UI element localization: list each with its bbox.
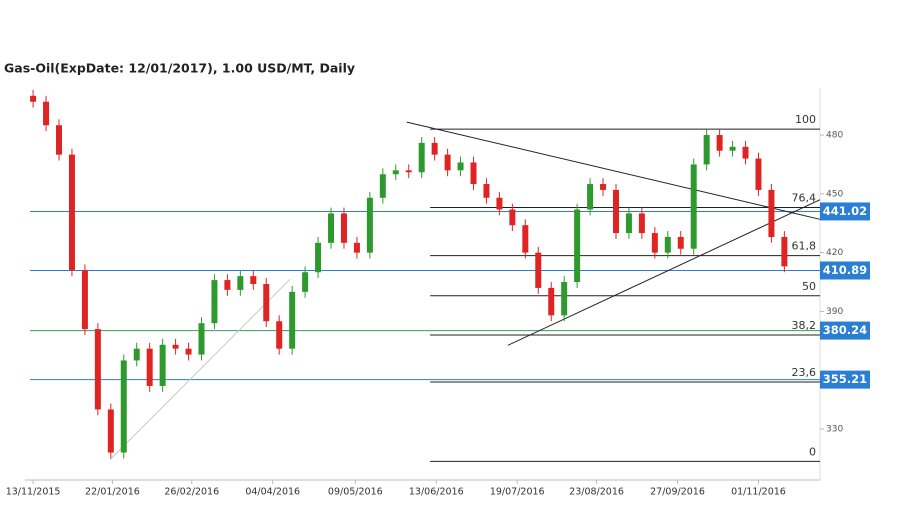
- candle-body: [457, 162, 464, 171]
- fib-label: 38,2: [792, 319, 817, 332]
- candle-body: [600, 184, 607, 190]
- price-label-box: [820, 321, 870, 340]
- candle-body: [30, 95, 37, 102]
- candle-body: [133, 348, 140, 361]
- x-tick-label: 27/09/2016: [650, 487, 705, 498]
- candle-body: [379, 174, 386, 198]
- candle-body: [328, 213, 335, 243]
- candle-body: [677, 236, 684, 249]
- candle-body: [250, 276, 257, 284]
- candle-body: [431, 142, 438, 155]
- y-tick-label: 390: [826, 307, 843, 317]
- candle-body: [159, 344, 166, 386]
- price-label: 380.24: [823, 323, 867, 337]
- candle-body: [651, 233, 658, 253]
- candle-body: [43, 101, 50, 126]
- price-label: 441.02: [823, 204, 867, 218]
- fib-label: 61,8: [792, 240, 817, 253]
- fib-label: 50: [802, 280, 816, 293]
- x-tick-label: 19/07/2016: [490, 487, 545, 498]
- candle-body: [366, 197, 373, 253]
- candle-body: [587, 184, 594, 210]
- candle-body: [470, 162, 477, 185]
- x-tick-label: 23/08/2016: [569, 487, 624, 498]
- candle-body: [94, 329, 101, 410]
- candle-body: [742, 146, 749, 159]
- candle-body: [107, 409, 114, 453]
- candle-body: [146, 348, 153, 386]
- candle-body: [211, 280, 218, 324]
- price-label-box: [820, 370, 870, 389]
- candle-body: [185, 348, 192, 355]
- chart-title: Gas-Oil(ExpDate: 12/01/2017), 1.00 USD/M…: [4, 61, 355, 76]
- candle-body: [574, 209, 581, 283]
- price-label: 355.21: [823, 372, 867, 386]
- candle-body: [716, 135, 723, 151]
- candle-body: [224, 280, 231, 290]
- x-tick-label: 13/11/2015: [6, 487, 61, 498]
- candle-body: [483, 184, 490, 198]
- y-tick-label: 450: [826, 189, 843, 199]
- fib-label: 76,4: [792, 192, 817, 205]
- candle-body: [405, 170, 412, 173]
- candle-body: [392, 170, 399, 175]
- candle-body: [755, 158, 762, 190]
- candle-body: [353, 242, 360, 253]
- candle-body: [703, 135, 710, 165]
- x-tick-label: 22/01/2016: [85, 487, 140, 498]
- candle-body: [315, 242, 322, 273]
- candle-body: [690, 164, 697, 249]
- candle-body: [302, 272, 309, 292]
- candle-body: [496, 197, 503, 210]
- price-label-box: [820, 261, 870, 280]
- candle-body: [276, 321, 283, 349]
- x-tick-label: 13/06/2016: [409, 487, 464, 498]
- candle-body: [263, 284, 270, 322]
- candle-body: [638, 213, 645, 234]
- x-tick-label: 04/04/2016: [245, 487, 300, 498]
- x-tick-label: 01/11/2016: [731, 487, 786, 498]
- candle-body: [509, 209, 516, 226]
- trend-line: [507, 199, 821, 346]
- candle-body: [56, 125, 63, 155]
- fib-label: 0: [809, 445, 816, 458]
- candle-body: [522, 225, 529, 253]
- price-label-box: [820, 202, 870, 221]
- candle-body: [561, 282, 568, 316]
- trend-line: [109, 278, 291, 460]
- y-tick-label: 330: [826, 425, 843, 435]
- candle-body: [664, 236, 671, 253]
- x-tick-label: 26/02/2016: [164, 487, 219, 498]
- candle-body: [625, 213, 632, 234]
- candle-body: [289, 291, 296, 349]
- fib-label: 100: [795, 113, 816, 126]
- candle-body: [237, 276, 244, 290]
- candle-body: [198, 323, 205, 355]
- candle-body: [340, 213, 347, 243]
- price-label: 410.89: [823, 263, 867, 277]
- fib-label: 23,6: [792, 366, 817, 379]
- candle-body: [418, 142, 425, 173]
- candle-body: [768, 189, 775, 237]
- x-tick-label: 09/05/2016: [328, 487, 383, 498]
- candle-body: [729, 146, 736, 151]
- candle-body: [444, 154, 451, 171]
- y-tick-label: 420: [826, 248, 843, 258]
- y-tick-label: 480: [826, 131, 843, 141]
- candle-body: [548, 287, 555, 316]
- candle-body: [612, 189, 619, 234]
- candle-body: [535, 252, 542, 288]
- trend-line: [406, 121, 821, 220]
- candle-body: [81, 270, 88, 330]
- candle-body: [120, 360, 127, 453]
- candle-body: [172, 344, 179, 349]
- candle-body: [68, 154, 75, 271]
- candle-body: [781, 236, 788, 267]
